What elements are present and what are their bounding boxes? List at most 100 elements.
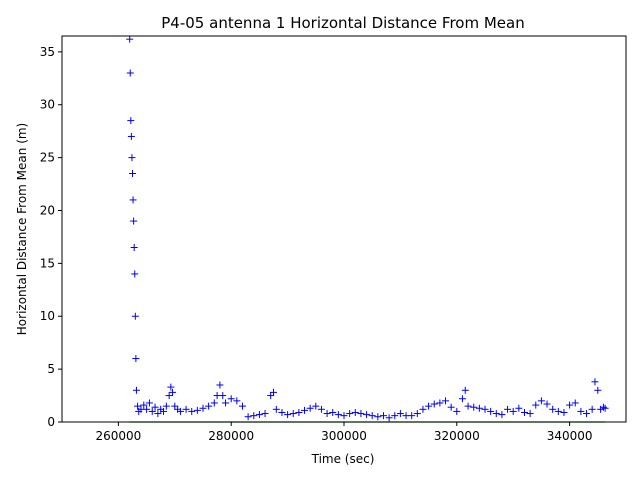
- data-point: [475, 404, 483, 412]
- data-point: [140, 401, 148, 409]
- x-tick-label: 340000: [547, 429, 593, 443]
- data-point: [130, 217, 138, 225]
- data-point: [160, 407, 168, 415]
- data-point: [216, 381, 224, 389]
- y-tick-label: 25: [40, 151, 55, 165]
- data-point: [134, 402, 142, 410]
- data-point: [312, 402, 320, 410]
- data-point: [323, 410, 331, 418]
- data-point: [295, 408, 303, 416]
- y-tick-label: 30: [40, 98, 55, 112]
- data-point: [176, 407, 184, 415]
- data-point: [306, 404, 314, 412]
- data-point: [419, 405, 427, 413]
- x-tick-label: 280000: [208, 429, 254, 443]
- data-point: [504, 405, 512, 413]
- data-point: [543, 400, 551, 408]
- plot-marks: [126, 35, 609, 423]
- data-point: [143, 405, 151, 413]
- data-point: [560, 408, 568, 416]
- data-point: [289, 410, 297, 418]
- data-point: [222, 399, 230, 407]
- data-point: [162, 402, 170, 410]
- data-point: [594, 386, 602, 394]
- data-point: [391, 412, 399, 420]
- data-point: [244, 413, 252, 421]
- data-point: [272, 405, 280, 413]
- axes: 260000 280000 300000 320000 340000 0 5 10 15 20 25…: [40, 35, 627, 443]
- data-point: [334, 411, 342, 419]
- data-point: [145, 399, 153, 407]
- data-point: [526, 410, 534, 418]
- data-point: [498, 411, 506, 419]
- plot-frame: [61, 35, 627, 423]
- data-point: [566, 401, 574, 409]
- data-point: [470, 403, 478, 411]
- data-point: [509, 407, 517, 415]
- data-point: [588, 405, 596, 413]
- y-tick-label: 20: [40, 203, 55, 217]
- data-point: [583, 410, 591, 418]
- data-point: [132, 355, 140, 363]
- data-point: [436, 399, 444, 407]
- data-point: [129, 196, 137, 204]
- data-point: [131, 312, 139, 320]
- data-point: [340, 412, 348, 420]
- data-point: [346, 410, 354, 418]
- data-point: [601, 404, 609, 412]
- data-point: [599, 403, 607, 411]
- data-point: [425, 402, 433, 410]
- data-point: [130, 244, 138, 252]
- data-point: [317, 405, 325, 413]
- data-point: [219, 392, 227, 400]
- data-point: [261, 410, 269, 418]
- data-point: [396, 410, 404, 418]
- data-point: [363, 411, 371, 419]
- y-tick-label: 10: [40, 309, 55, 323]
- data-point: [148, 407, 156, 415]
- data-point: [126, 35, 134, 43]
- y-tick-label: 0: [47, 415, 55, 429]
- data-point: [227, 395, 235, 403]
- data-point: [126, 69, 134, 77]
- data-point: [154, 410, 162, 418]
- data-point: [464, 402, 472, 410]
- data-point: [188, 407, 196, 415]
- data-point: [278, 408, 286, 416]
- data-point: [442, 397, 450, 405]
- data-point: [167, 383, 175, 391]
- y-tick-label: 5: [47, 362, 55, 376]
- data-point: [549, 405, 557, 413]
- data-point: [554, 407, 562, 415]
- data-point: [132, 386, 140, 394]
- x-tick-label: 320000: [434, 429, 480, 443]
- data-point: [151, 403, 159, 411]
- data-point: [520, 408, 528, 416]
- x-axis-label: Time (sec): [311, 452, 375, 466]
- data-point: [301, 406, 309, 414]
- data-point: [591, 378, 599, 386]
- data-point: [351, 408, 359, 416]
- data-point: [515, 404, 523, 412]
- data-point: [571, 399, 579, 407]
- data-point: [430, 400, 438, 408]
- data-point: [128, 154, 136, 162]
- data-point: [255, 411, 263, 419]
- data-point: [169, 388, 177, 396]
- x-tick-label: 300000: [321, 429, 367, 443]
- data-point: [129, 169, 136, 177]
- data-point: [131, 270, 139, 278]
- data-point: [532, 401, 540, 409]
- data-point: [453, 407, 461, 415]
- data-point: [537, 397, 545, 405]
- data-point: [193, 406, 201, 414]
- data-point: [481, 405, 489, 413]
- data-point: [368, 412, 376, 420]
- data-point: [408, 412, 416, 420]
- data-point: [199, 404, 207, 412]
- data-point: [270, 388, 277, 396]
- data-point: [165, 392, 173, 400]
- data-point: [238, 402, 246, 410]
